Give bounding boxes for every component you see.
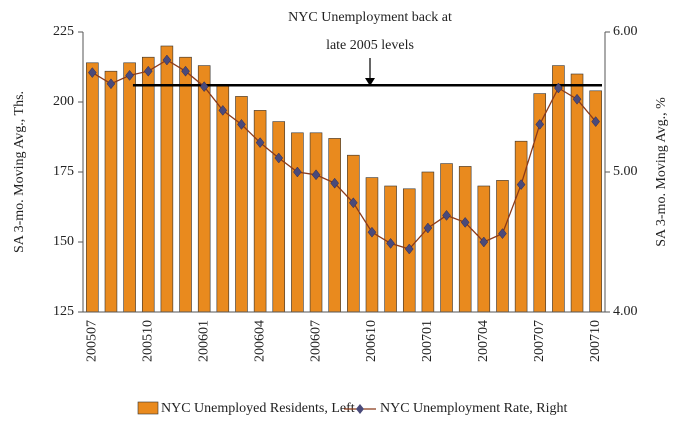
line-marker <box>442 209 451 221</box>
line-marker <box>237 118 246 130</box>
x-tick-label: 200610 <box>364 320 379 362</box>
line-marker <box>88 67 97 79</box>
bar <box>496 180 509 313</box>
x-tick-label: 200510 <box>140 320 155 362</box>
bar <box>384 185 397 313</box>
line-marker <box>218 104 228 116</box>
bar <box>365 177 379 313</box>
bar <box>477 185 491 313</box>
line-marker <box>125 69 134 81</box>
arrow-head <box>365 78 375 86</box>
annotation: late 2005 levels <box>326 38 414 53</box>
bar <box>104 70 118 313</box>
bar <box>458 166 472 313</box>
bar <box>440 163 453 313</box>
x-tick-label: 200704 <box>476 320 491 362</box>
bar <box>552 65 565 313</box>
line-marker <box>162 54 172 66</box>
x-tick-label: 200601 <box>196 320 211 362</box>
line-marker <box>106 78 116 90</box>
y2-tick-label: 6.00 <box>613 24 638 39</box>
bar <box>291 132 304 313</box>
line-marker <box>535 118 545 130</box>
bar <box>123 62 136 313</box>
line-marker <box>367 226 377 238</box>
bar <box>179 56 192 313</box>
line-marker <box>404 243 414 255</box>
line-marker <box>498 228 507 240</box>
x-tick-label: 200604 <box>252 320 267 362</box>
y-tick-label: 150 <box>53 234 74 249</box>
line-marker <box>479 236 489 248</box>
x-tick-label: 200710 <box>588 320 603 362</box>
x-tick-label: 200607 <box>308 320 323 362</box>
line-marker <box>460 216 470 228</box>
x-tick-label: 200701 <box>420 320 435 362</box>
y-tick-label: 175 <box>53 164 74 179</box>
bar <box>216 84 230 313</box>
bar <box>347 154 360 313</box>
line-marker <box>330 177 339 189</box>
line-marker <box>423 222 433 234</box>
legend-marker <box>356 404 364 414</box>
legend-label: NYC Unemployment Rate, Right <box>380 401 568 416</box>
line-marker <box>311 169 321 181</box>
y-axis-label: SA 3-mo. Moving Avg., Ths. <box>12 91 27 253</box>
line-marker <box>386 237 395 249</box>
line <box>91 59 597 250</box>
line-marker <box>349 197 358 209</box>
x-tick-label: 200707 <box>532 320 547 362</box>
line-marker <box>274 152 284 164</box>
y2-tick-label: 4.00 <box>613 304 638 319</box>
line-marker <box>255 137 265 149</box>
annotation: NYC Unemployment back at <box>288 10 452 25</box>
legend-label: NYC Unemployed Residents, Left <box>161 401 355 416</box>
line-marker <box>516 179 526 191</box>
x-tick-label: 200507 <box>85 320 100 362</box>
line-marker <box>181 65 190 77</box>
bar <box>197 65 211 313</box>
line-marker <box>199 81 209 93</box>
bar <box>570 73 584 313</box>
y-tick-label: 125 <box>53 304 74 319</box>
y-tick-label: 225 <box>53 24 74 39</box>
y2-axis-label: SA 3-mo. Moving Avg., % <box>654 97 669 247</box>
line-marker <box>554 82 563 94</box>
y-tick-label: 200 <box>53 94 74 109</box>
line-marker <box>143 65 153 77</box>
bar <box>272 121 286 313</box>
line-marker <box>293 166 302 178</box>
bar <box>309 132 323 313</box>
line-marker <box>572 93 582 105</box>
bar <box>328 138 341 313</box>
bar <box>421 171 435 313</box>
line-marker <box>591 116 600 128</box>
y2-tick-label: 5.00 <box>613 164 638 179</box>
bar <box>514 140 528 313</box>
bar <box>86 62 99 313</box>
legend-swatch <box>137 401 159 415</box>
bar <box>141 56 155 313</box>
